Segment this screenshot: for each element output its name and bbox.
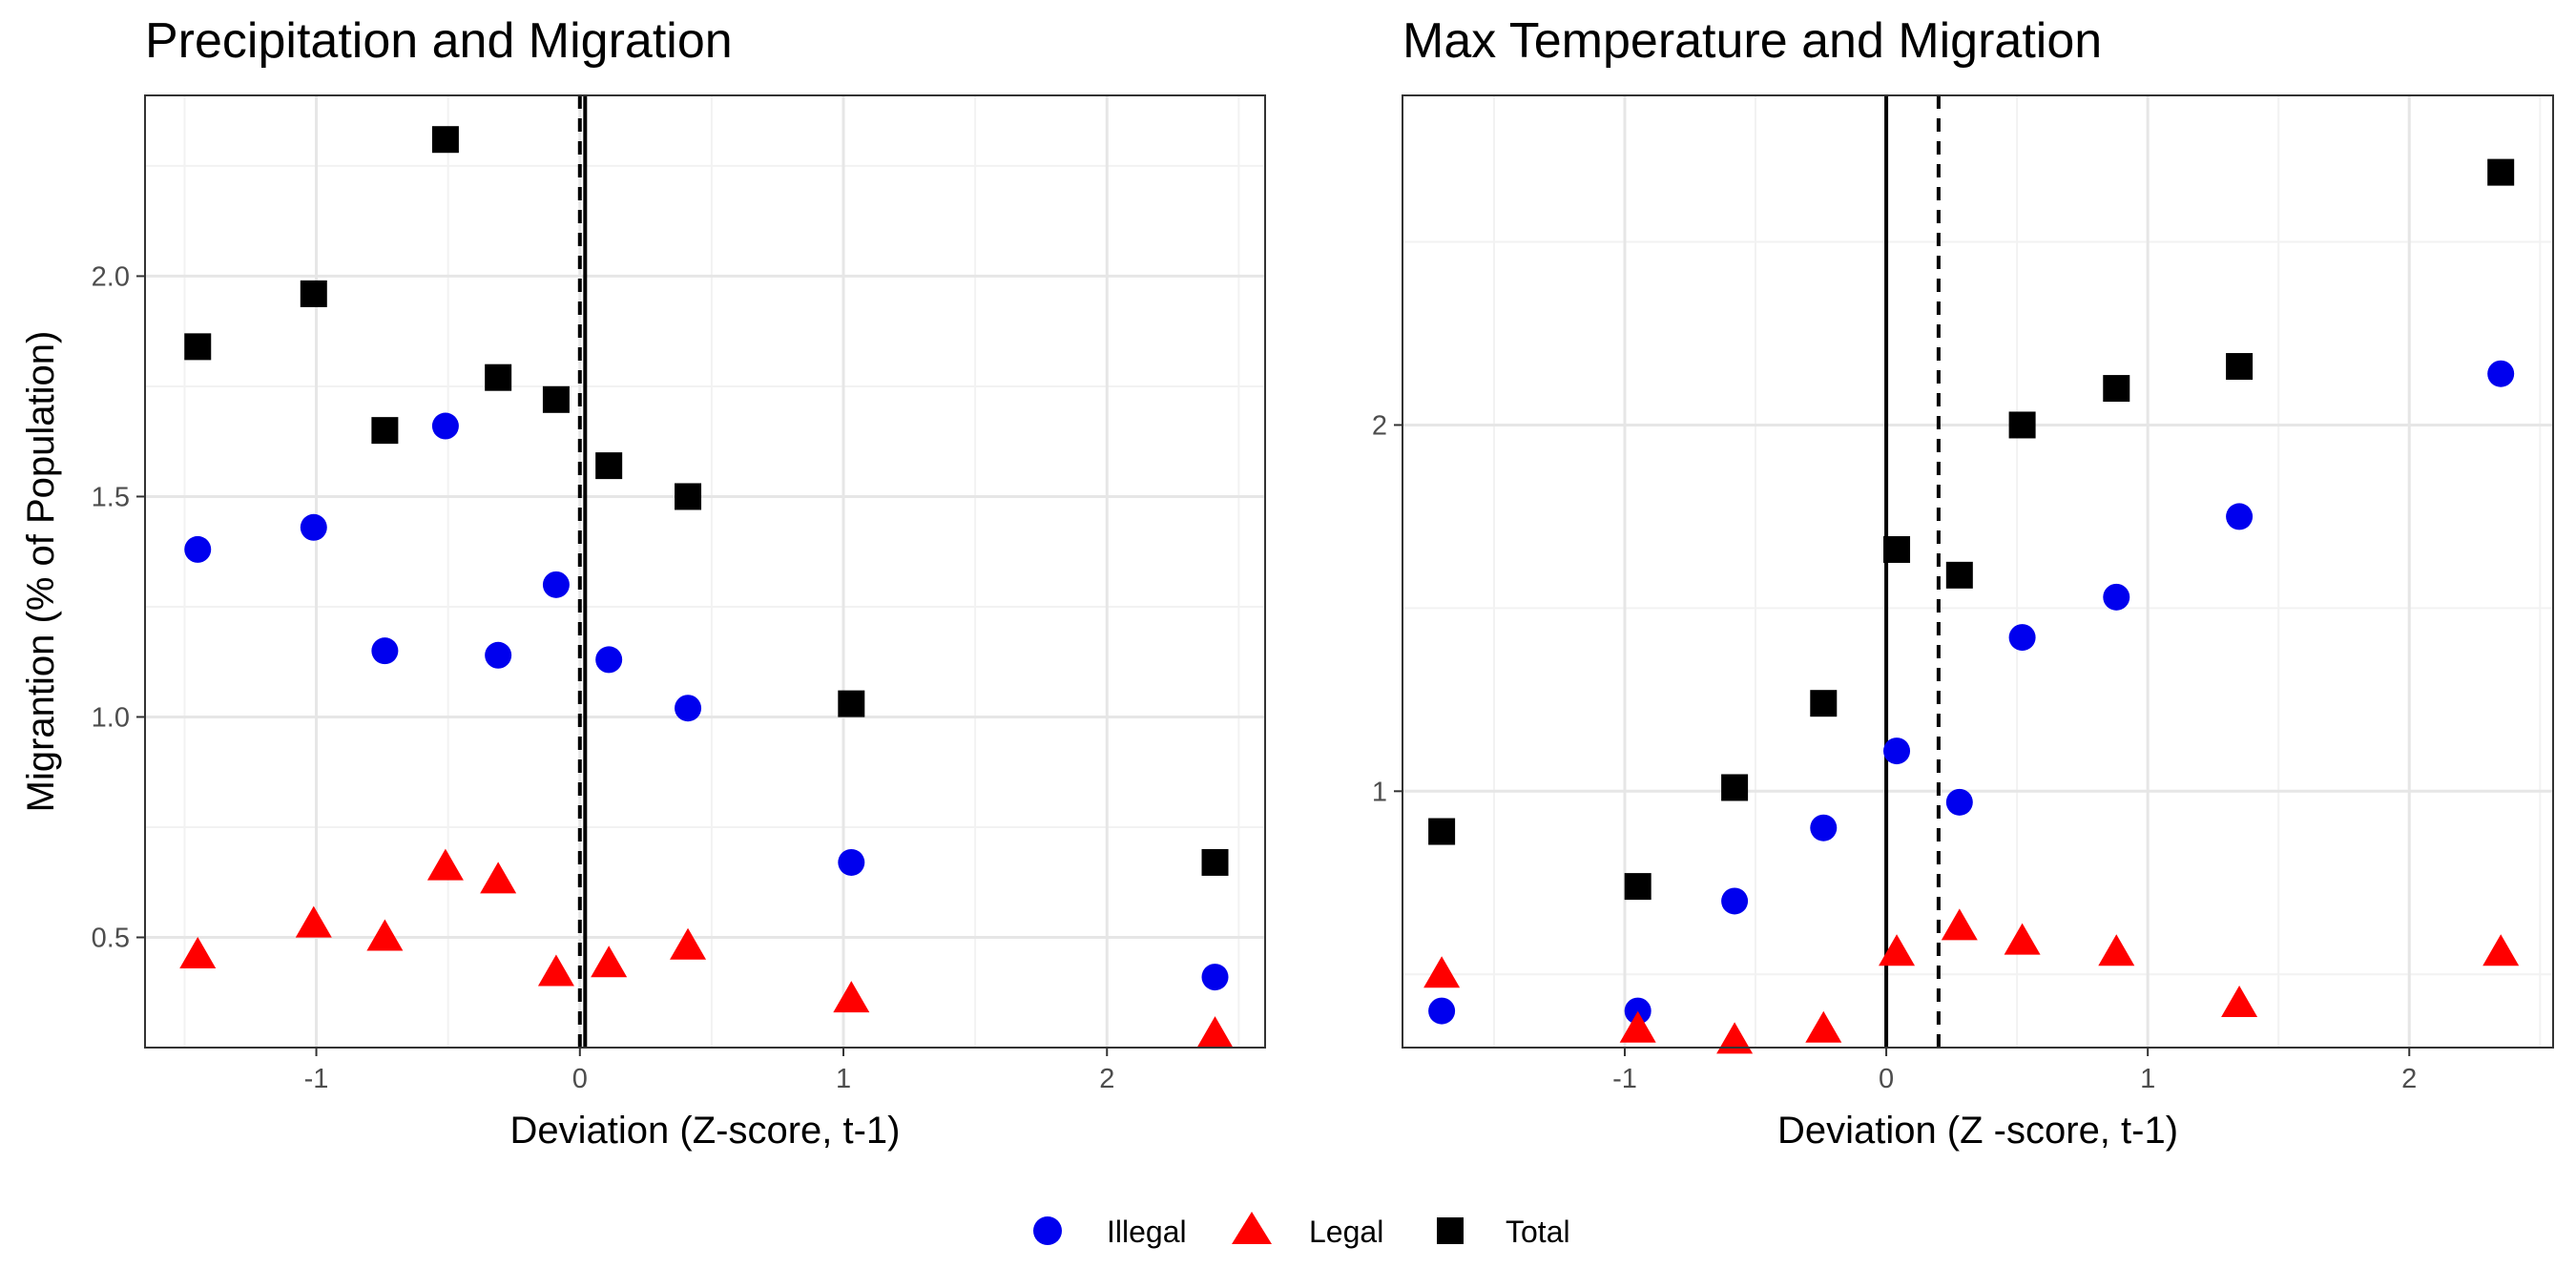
x-tick-label: -1 [1612, 1064, 1637, 1094]
point-total [1201, 848, 1229, 876]
legend-key-illegal [1033, 1216, 1062, 1245]
x-tick-label: 0 [572, 1064, 588, 1094]
point-illegal [595, 646, 623, 674]
point-illegal [542, 571, 570, 598]
point-legal [426, 848, 464, 881]
point-total [431, 126, 459, 154]
point-illegal [2103, 583, 2130, 611]
point-total [595, 452, 623, 480]
axis-ticks: -1 0 1 2 1 2 [1372, 410, 2417, 1094]
point-total [2103, 375, 2130, 403]
point-illegal [2226, 503, 2254, 530]
point-illegal [838, 848, 865, 876]
point-total [371, 417, 399, 445]
point-legal [2098, 934, 2135, 966]
panel-border [144, 94, 1266, 1049]
point-illegal [300, 513, 327, 541]
point-illegal [371, 637, 399, 665]
point-legal [2004, 923, 2041, 955]
point-legal [1879, 934, 1916, 966]
point-total [1945, 561, 1973, 589]
point-illegal [675, 695, 702, 722]
point-total [1428, 818, 1456, 845]
point-total [184, 333, 212, 361]
point-illegal [1883, 737, 1911, 765]
point-total [2226, 353, 2254, 381]
point-illegal [184, 535, 212, 563]
panel-title: Precipitation and Migration [145, 13, 733, 69]
point-legal [179, 936, 217, 968]
x-tick-label: 1 [836, 1064, 851, 1094]
point-legal [537, 954, 574, 987]
point-legal [1716, 1022, 1754, 1054]
legend-key-total [1437, 1217, 1464, 1244]
point-total [1721, 774, 1749, 801]
legend-label-illegal: Illegal [1107, 1215, 1187, 1249]
panel-border [1402, 94, 2554, 1049]
point-total [300, 280, 327, 307]
y-tick-label: 1.0 [92, 702, 130, 733]
legend-label-total: Total [1506, 1215, 1570, 1249]
point-legal [1196, 1016, 1234, 1049]
point-legal [1941, 908, 1978, 941]
axis-ticks: -1 0 1 2 0.5 1.0 1.5 2.0 [92, 261, 1115, 1094]
point-legal [670, 927, 707, 960]
data-points [1423, 158, 2520, 1054]
point-illegal [1721, 887, 1749, 915]
panel-title: Max Temperature and Migration [1402, 13, 2102, 69]
data-points [179, 126, 1234, 1049]
point-legal [591, 945, 628, 978]
point-total [1810, 690, 1838, 717]
point-total [485, 364, 512, 391]
point-illegal [1428, 997, 1456, 1025]
point-total [675, 483, 702, 510]
point-total [838, 690, 865, 717]
point-total [2487, 158, 2515, 186]
grid [1402, 95, 2553, 1048]
y-tick-label: 2 [1372, 410, 1387, 441]
grid [145, 95, 1265, 1048]
max-temperature-panel: Max Temperature and Migration -1 0 1 2 1 2 De… [1372, 13, 2554, 1152]
x-tick-label: 1 [2140, 1064, 2155, 1094]
legend: Illegal Legal Total [1033, 1212, 1570, 1249]
point-total [542, 385, 570, 413]
x-tick-label: -1 [304, 1064, 329, 1094]
y-tick-label: 2.0 [92, 261, 130, 292]
point-illegal [1810, 814, 1838, 841]
point-illegal [431, 412, 459, 440]
legend-label-legal: Legal [1309, 1215, 1383, 1249]
y-axis-title: Migrantion (% of Population) [20, 331, 62, 813]
point-legal [833, 981, 870, 1013]
point-illegal [485, 641, 512, 669]
point-legal [1423, 956, 1461, 988]
point-legal [366, 919, 404, 951]
point-legal [480, 862, 517, 894]
x-axis-title: Deviation (Z -score, t-1) [1777, 1110, 2178, 1152]
point-illegal [1945, 788, 1973, 816]
x-tick-label: 0 [1879, 1064, 1894, 1094]
point-legal [1805, 1010, 1842, 1043]
point-illegal [2008, 624, 2036, 652]
point-legal [295, 905, 332, 938]
point-illegal [1624, 997, 1652, 1025]
precipitation-panel: Precipitation and Migration -1 0 1 2 0.5 1.0 1… [20, 13, 1266, 1152]
x-tick-label: 2 [2401, 1064, 2417, 1094]
point-total [1883, 535, 1911, 563]
x-axis-title: Deviation (Z-score, t-1) [510, 1110, 901, 1152]
y-tick-label: 0.5 [92, 923, 130, 953]
point-legal [2221, 985, 2258, 1017]
point-total [2008, 411, 2036, 439]
y-tick-label: 1.5 [92, 482, 130, 512]
y-tick-label: 1 [1372, 777, 1387, 807]
point-legal [1619, 1010, 1656, 1043]
legend-key-legal [1232, 1212, 1272, 1244]
point-illegal [2487, 360, 2515, 387]
reference-lines [1884, 95, 1941, 1048]
point-total [1624, 873, 1652, 901]
point-legal [2483, 934, 2520, 966]
point-illegal [1201, 964, 1229, 991]
x-tick-label: 2 [1099, 1064, 1114, 1094]
reference-lines [577, 95, 588, 1048]
